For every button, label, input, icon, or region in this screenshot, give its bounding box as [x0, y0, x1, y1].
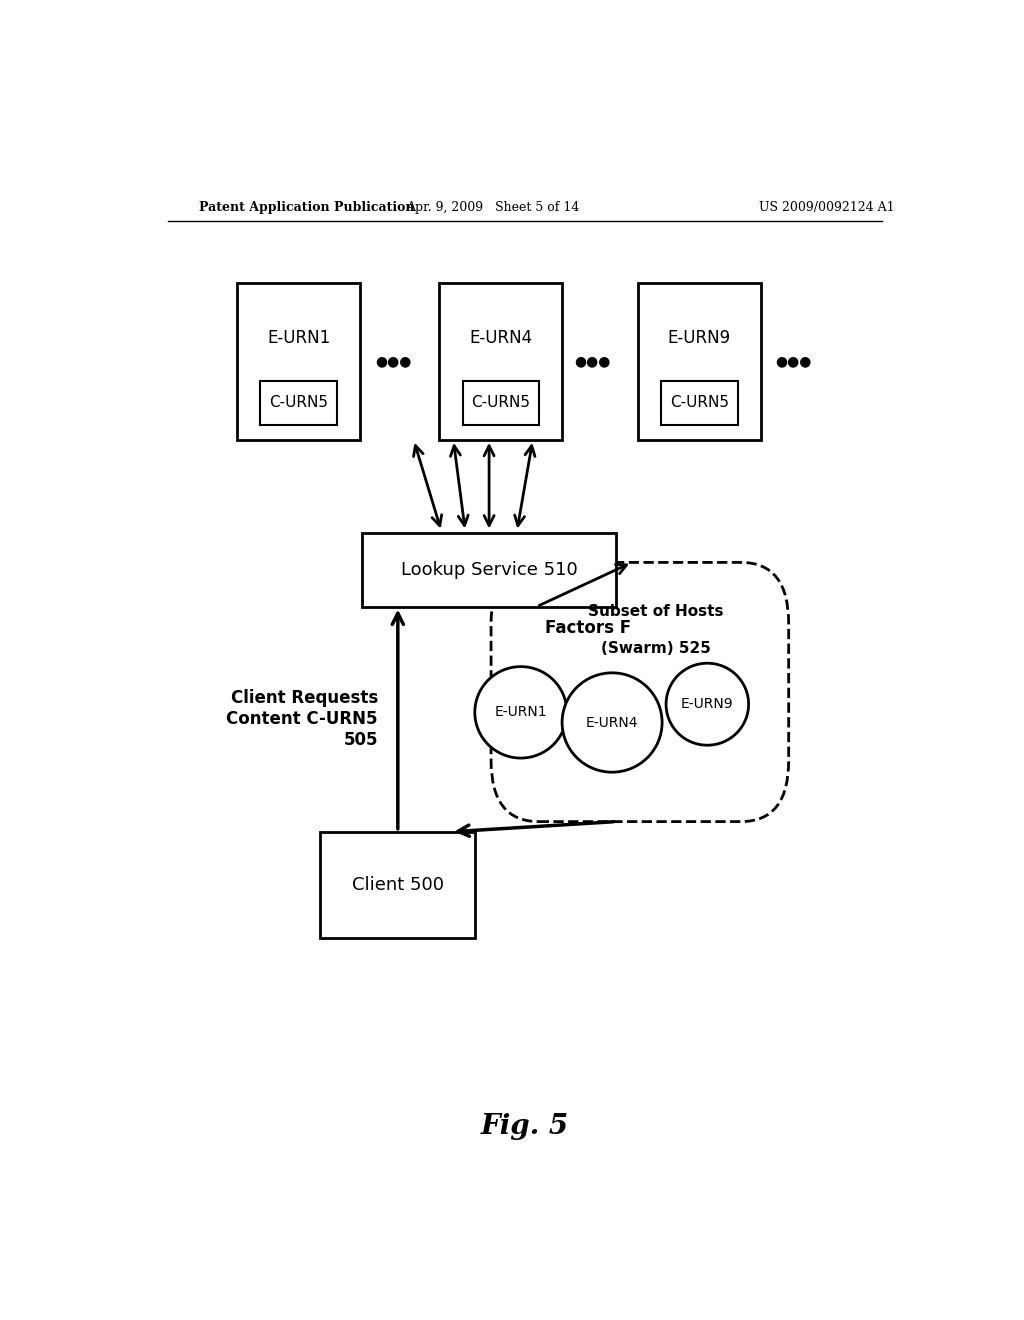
FancyBboxPatch shape — [321, 832, 475, 939]
FancyBboxPatch shape — [238, 282, 360, 441]
Text: E-URN4: E-URN4 — [469, 329, 532, 347]
Text: C-URN5: C-URN5 — [269, 395, 328, 411]
FancyBboxPatch shape — [662, 380, 737, 425]
FancyBboxPatch shape — [463, 380, 539, 425]
Text: Apr. 9, 2009   Sheet 5 of 14: Apr. 9, 2009 Sheet 5 of 14 — [407, 201, 580, 214]
Text: E-URN1: E-URN1 — [495, 705, 547, 719]
Text: ●●●: ●●● — [376, 355, 412, 368]
Text: Factors F: Factors F — [545, 619, 631, 636]
Text: E-URN9: E-URN9 — [668, 329, 731, 347]
Text: Client Requests
Content C-URN5
505: Client Requests Content C-URN5 505 — [226, 689, 378, 748]
Text: Patent Application Publication: Patent Application Publication — [200, 201, 415, 214]
Text: ●●●: ●●● — [574, 355, 610, 368]
FancyBboxPatch shape — [638, 282, 761, 441]
Text: Lookup Service 510: Lookup Service 510 — [400, 561, 578, 579]
Text: C-URN5: C-URN5 — [670, 395, 729, 411]
Text: Client 500: Client 500 — [352, 876, 443, 894]
Ellipse shape — [562, 673, 663, 772]
Text: Subset of Hosts: Subset of Hosts — [588, 603, 724, 619]
Text: US 2009/0092124 A1: US 2009/0092124 A1 — [759, 201, 894, 214]
Text: E-URN9: E-URN9 — [681, 697, 733, 711]
Ellipse shape — [475, 667, 567, 758]
FancyBboxPatch shape — [492, 562, 788, 821]
FancyBboxPatch shape — [439, 282, 562, 441]
Text: (Swarm) 525: (Swarm) 525 — [601, 642, 711, 656]
Text: C-URN5: C-URN5 — [471, 395, 530, 411]
Text: E-URN1: E-URN1 — [267, 329, 331, 347]
Text: ●●●: ●●● — [775, 355, 811, 368]
Ellipse shape — [666, 663, 749, 746]
Text: Fig. 5: Fig. 5 — [480, 1113, 569, 1139]
FancyBboxPatch shape — [362, 533, 616, 607]
Text: E-URN4: E-URN4 — [586, 715, 638, 730]
FancyBboxPatch shape — [260, 380, 337, 425]
